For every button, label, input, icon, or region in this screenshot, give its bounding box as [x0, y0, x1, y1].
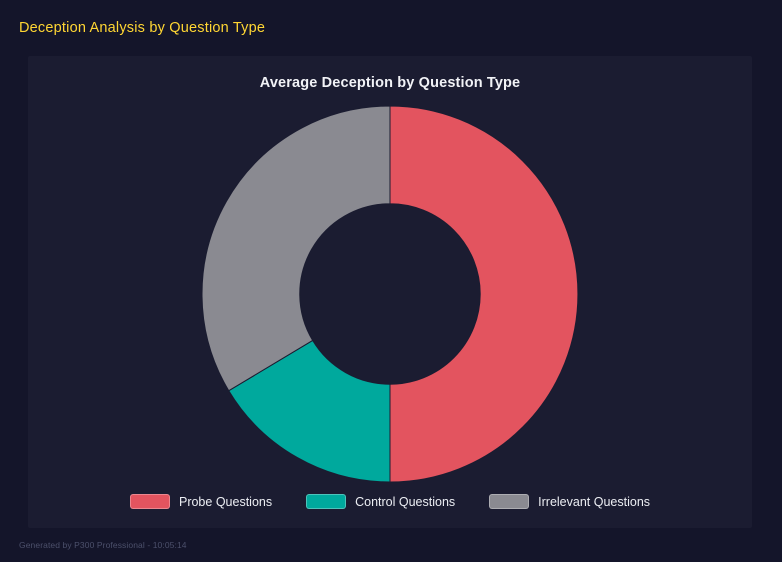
donut-slices — [201, 105, 579, 483]
page-header: Deception Analysis by Question Type — [0, 0, 782, 56]
legend-item-probe-questions[interactable]: Probe Questions — [129, 494, 273, 509]
legend-swatch-probe-questions — [129, 494, 170, 509]
legend-label-control-questions: Control Questions — [355, 494, 456, 509]
legend-label-probe-questions: Probe Questions — [178, 494, 273, 509]
legend-swatch-control-questions — [306, 494, 347, 509]
page-title: Deception Analysis by Question Type — [19, 20, 266, 36]
footer-generated-by: Generated by P300 Professional - 10:05:1… — [19, 540, 187, 550]
legend-item-irrelevant-questions[interactable]: Irrelevant Questions — [489, 494, 650, 509]
legend-label-irrelevant-questions: Irrelevant Questions — [538, 494, 651, 509]
donut-chart — [200, 104, 580, 484]
legend-item-control-questions[interactable]: Control Questions — [306, 494, 455, 509]
donut-slice-probe-questions[interactable] — [389, 105, 579, 483]
legend-swatch-irrelevant-questions — [489, 494, 530, 509]
chart-legend: Probe Questions Control Questions Irrele… — [28, 494, 752, 509]
donut-slice-irrelevant-questions[interactable] — [201, 105, 391, 392]
chart-panel: Average Deception by Question Type Probe… — [28, 56, 752, 528]
donut-slice-control-questions[interactable] — [228, 339, 391, 483]
chart-title: Average Deception by Question Type — [259, 75, 521, 91]
donut-chart-svg — [201, 105, 579, 483]
